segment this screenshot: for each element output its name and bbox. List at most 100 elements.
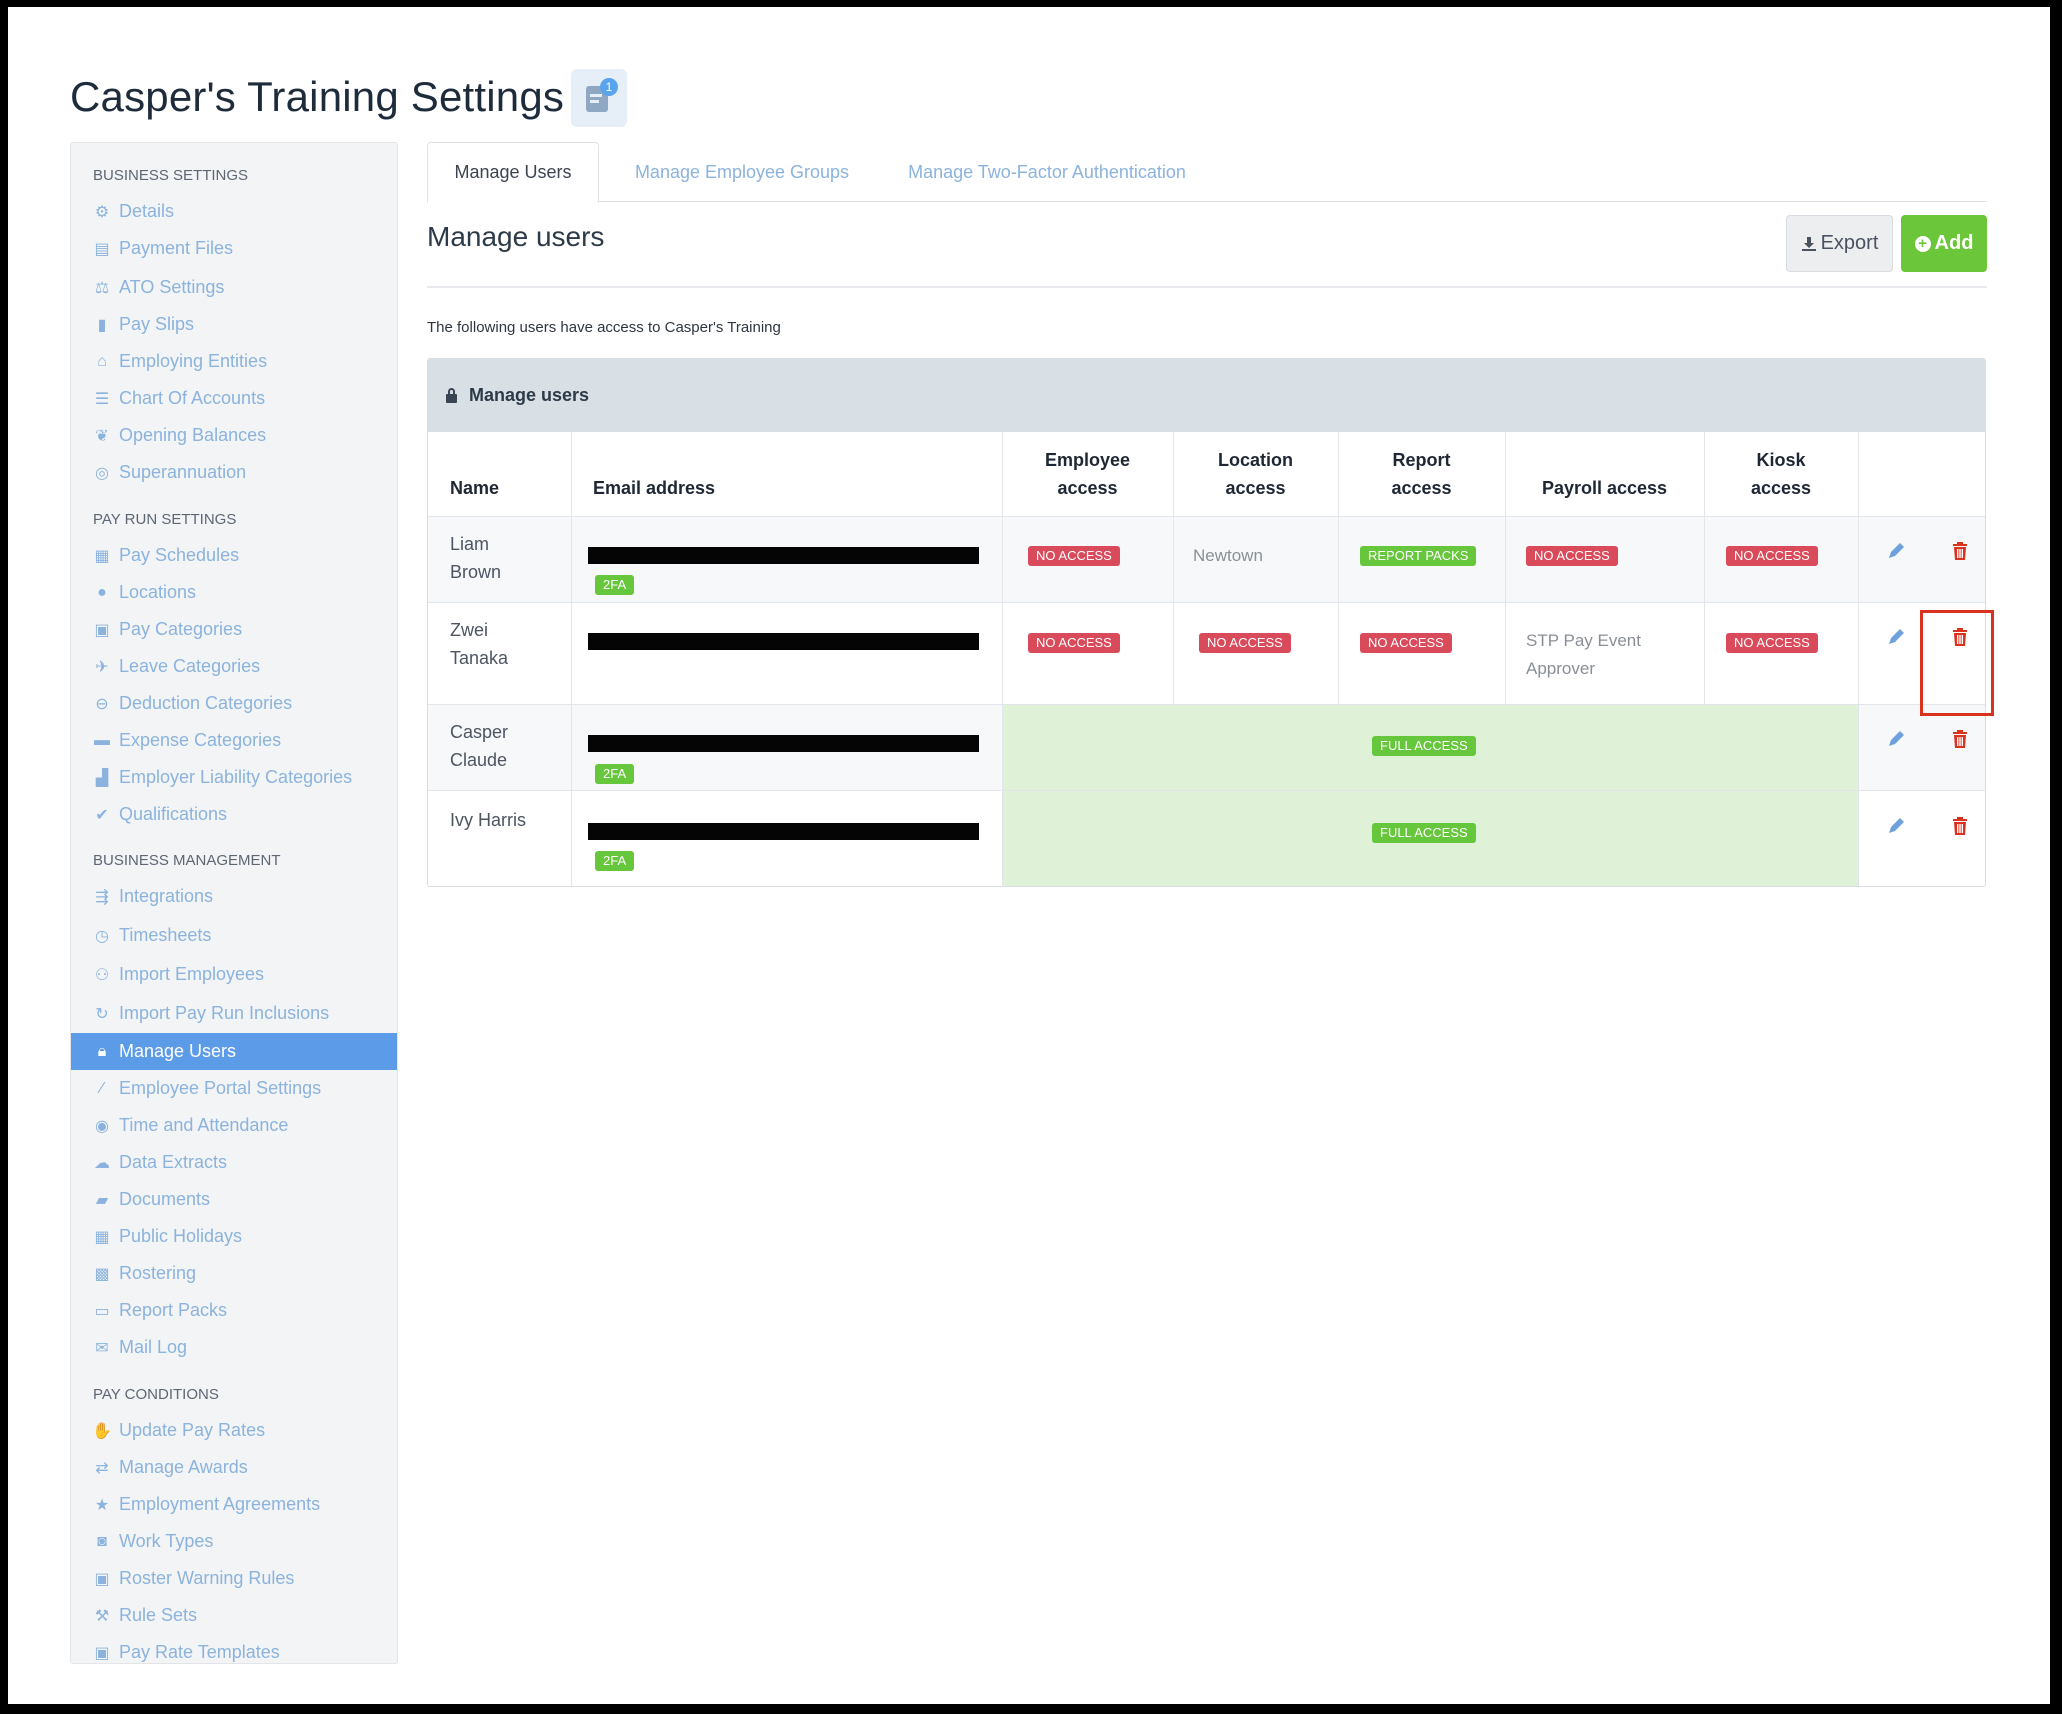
sidebar-item-label: Employing Entities (119, 351, 268, 371)
lock-icon (446, 387, 457, 403)
sidebar-item-label: Manage Awards (119, 1457, 248, 1477)
globe-icon: ● (97, 583, 107, 601)
row-divider (428, 704, 1985, 705)
column-header-employee-access: Employee access (1002, 432, 1173, 516)
sidebar-item-time-and-attendance[interactable]: ◉ Time and Attendance (71, 1107, 397, 1144)
sidebar-item-import-pay-run-inclusions[interactable]: ↻ Import Pay Run Inclusions (71, 995, 397, 1032)
sidebar-item-employing-entities[interactable]: ⌂ Employing Entities (71, 343, 397, 380)
sidebar-item-ato-settings[interactable]: ⚖ ATO Settings (71, 269, 397, 306)
sidebar-item-pay-categories[interactable]: ▣ Pay Categories (71, 611, 397, 648)
col-divider (1002, 432, 1003, 886)
check-icon: ✔ (95, 806, 109, 824)
col-divider (1173, 432, 1174, 704)
plane-icon: ✈ (95, 658, 109, 676)
delete-user-button[interactable] (1948, 539, 1972, 563)
header-line: access (1057, 478, 1118, 498)
header-line: Kiosk (1756, 450, 1806, 470)
user-name: Liam Brown (450, 530, 501, 586)
sidebar-item-rostering[interactable]: ▩ Rostering (71, 1255, 397, 1292)
sidebar-item-deduction-categories[interactable]: ⊖ Deduction Categories (71, 685, 397, 722)
sidebar-item-locations[interactable]: ● Locations (71, 574, 397, 611)
scales-icon: ⚖ (94, 279, 110, 297)
sidebar-item-label: Pay Rate Templates (119, 1642, 280, 1662)
sidebar-item-timesheets[interactable]: ◷ Timesheets (71, 917, 397, 954)
header-line: access (1391, 478, 1452, 498)
header-line: access (1750, 478, 1812, 498)
sidebar-item-documents[interactable]: ▰ Documents (71, 1181, 397, 1218)
gavel-icon: ⚒ (94, 1607, 110, 1625)
column-header-kiosk-access: Kiosk access (1704, 432, 1858, 516)
name-line: Claude (450, 750, 508, 770)
pencil-icon (1889, 818, 1904, 833)
sidebar-item-work-types[interactable]: ◙ Work Types (71, 1523, 397, 1560)
sidebar-item-employment-agreements[interactable]: ★ Employment Agreements (71, 1486, 397, 1523)
sidebar-item-opening-balances[interactable]: ❦ Opening Balances (71, 417, 397, 454)
name-line: Zwei (450, 620, 489, 640)
sidebar-item-payment-files[interactable]: ▤ Payment Files (71, 230, 397, 267)
redacted-email (588, 547, 979, 564)
list-icon: ☰ (94, 390, 110, 408)
tab-manage-users[interactable]: Manage Users (427, 142, 599, 203)
user-name: Zwei Tanaka (450, 616, 508, 672)
sidebar-heading-pay-conditions: PAY CONDITIONS (93, 1386, 219, 1403)
minus-circle-icon: ⊖ (95, 695, 109, 713)
sidebar-item-pay-slips[interactable]: ▮ Pay Slips (71, 306, 397, 343)
sidebar-item-expense-categories[interactable]: ▬ Expense Categories (71, 722, 397, 759)
name-line: Brown (450, 562, 502, 582)
redacted-email (588, 735, 979, 752)
sidebar-item-mail-log[interactable]: ✉ Mail Log (71, 1329, 397, 1366)
sidebar-item-label: Employer Liability Categories (119, 767, 353, 787)
money-icon: ▣ (94, 621, 110, 639)
sidebar-item-data-extracts[interactable]: ☁ Data Extracts (71, 1144, 397, 1181)
plus-circle-icon: + (1914, 235, 1931, 252)
add-user-button[interactable]: + Add (1901, 215, 1987, 272)
sidebar-item-employer-liability-categories[interactable]: ▟ Employer Liability Categories (71, 759, 397, 796)
pencil-icon (1889, 543, 1904, 558)
delete-user-button[interactable] (1948, 727, 1972, 751)
edit-user-button[interactable] (1884, 727, 1908, 751)
sidebar-item-manage-users[interactable]: 🔒︎ Manage Users (71, 1033, 397, 1070)
sidebar-item-report-packs[interactable]: ▭ Report Packs (71, 1292, 397, 1329)
edit-user-button[interactable] (1884, 625, 1908, 649)
edit-user-button[interactable] (1884, 814, 1908, 838)
sidebar-item-manage-awards[interactable]: ⇄ Manage Awards (71, 1449, 397, 1486)
sidebar-item-label: Deduction Categories (119, 693, 293, 713)
sidebar-item-pay-rate-templates[interactable]: ▣ Pay Rate Templates (71, 1634, 397, 1663)
header-line: Report (1392, 450, 1451, 470)
tab-manage-employee-groups[interactable]: Manage Employee Groups (634, 162, 850, 182)
camera-icon: ◙ (97, 1532, 107, 1550)
sidebar-item-update-pay-rates[interactable]: ✋ Update Pay Rates (71, 1412, 397, 1449)
delete-user-button[interactable] (1948, 625, 1972, 649)
sidebar-item-label: Leave Categories (119, 656, 261, 676)
sidebar-item-details[interactable]: ⚙ Details (71, 193, 397, 230)
user-name: Ivy Harris (450, 810, 526, 830)
header-line: access (1225, 478, 1286, 498)
star-icon: ★ (94, 1496, 110, 1514)
tab-manage-two-factor-authentication[interactable]: Manage Two-Factor Authentication (908, 162, 1186, 182)
sidebar-item-chart-of-accounts[interactable]: ☰ Chart Of Accounts (71, 380, 397, 417)
sidebar-item-rule-sets[interactable]: ⚒ Rule Sets (71, 1597, 397, 1634)
sidebar-item-roster-warning-rules[interactable]: ▣ Roster Warning Rules (71, 1560, 397, 1597)
floppy-icon: ▤ (94, 240, 110, 258)
sidebar-item-integrations[interactable]: ⇶ Integrations (71, 878, 397, 915)
sidebar-item-label: Employment Agreements (119, 1494, 321, 1514)
calendar-icon: ▦ (94, 547, 110, 565)
delete-user-button[interactable] (1948, 814, 1972, 838)
pencil-icon (1889, 731, 1904, 746)
column-header-email: Email address (593, 478, 716, 498)
sidebar-item-leave-categories[interactable]: ✈ Leave Categories (71, 648, 397, 685)
settings-sidebar: BUSINESS SETTINGS ⚙ Details ▤ Payment File… (70, 142, 398, 1664)
table-row-bg (428, 602, 1985, 704)
sidebar-item-import-employees[interactable]: ⚇ Import Employees (71, 956, 397, 993)
sidebar-item-pay-schedules[interactable]: ▦ Pay Schedules (71, 537, 397, 574)
sidebar-item-qualifications[interactable]: ✔ Qualifications (71, 796, 397, 833)
sidebar-item-employee-portal-settings[interactable]: ⁄ Employee Portal Settings (71, 1070, 397, 1107)
edit-user-button[interactable] (1884, 539, 1908, 563)
notes-icon[interactable]: 1 (571, 69, 627, 127)
cloud-download-icon: ☁ (94, 1154, 110, 1172)
sidebar-item-superannuation[interactable]: ◎ Superannuation (71, 454, 397, 491)
export-button[interactable]: Export (1786, 215, 1893, 272)
sidebar-item-public-holidays[interactable]: ▦ Public Holidays (71, 1218, 397, 1255)
row-divider (428, 602, 1985, 603)
name-line: Liam (450, 534, 490, 554)
